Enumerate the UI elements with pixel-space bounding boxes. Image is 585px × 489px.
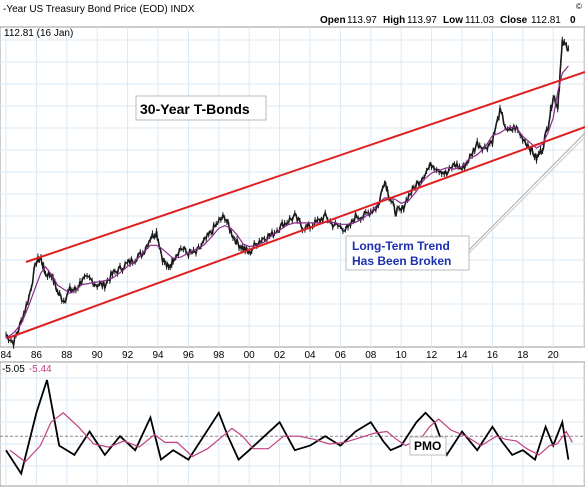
x-tick-label: 94 bbox=[152, 350, 164, 361]
pmo-series bbox=[5, 379, 573, 476]
x-tick-label: 84 bbox=[0, 350, 12, 361]
x-tick-label: 12 bbox=[426, 350, 438, 361]
high-value: 113.97 bbox=[407, 15, 437, 26]
lower-trend-line bbox=[7, 126, 585, 339]
callout-line-1: Long-Term Trend bbox=[352, 239, 450, 253]
x-tick-label: 92 bbox=[122, 350, 134, 361]
callout-line-2: Has Been Broken bbox=[352, 254, 451, 268]
header-trailing: 0 bbox=[570, 15, 576, 26]
callout-leader-line bbox=[468, 132, 585, 251]
pmo-legend: -5.05 -5.44 bbox=[2, 364, 52, 375]
copyright-mark: © bbox=[576, 2, 582, 11]
price-panel-frame bbox=[0, 26, 585, 348]
callout-box: Long-Term Trend Has Been Broken bbox=[345, 132, 585, 271]
high-label: High bbox=[383, 15, 405, 26]
pmo-line bbox=[5, 379, 570, 476]
x-tick-label: 04 bbox=[304, 350, 316, 361]
x-tick-label: 90 bbox=[92, 350, 104, 361]
callout-leader-shadow bbox=[468, 136, 585, 254]
open-label: Open bbox=[320, 15, 346, 26]
price-series bbox=[5, 36, 570, 349]
chart-source-title: -Year US Treasury Bond Price (EOD) INDX bbox=[3, 4, 195, 15]
callout-bg bbox=[345, 235, 470, 271]
open-value: 113.97 bbox=[347, 15, 377, 26]
pmo-grid bbox=[0, 362, 585, 486]
chart-header: -Year US Treasury Bond Price (EOD) INDX … bbox=[3, 2, 582, 26]
price-panel: 112.81 (16 Jan) 30-Year T-Bonds Long-Ter… bbox=[0, 26, 585, 349]
x-tick-label: 00 bbox=[244, 350, 256, 361]
chart-title-annotation: 30-Year T-Bonds bbox=[140, 101, 250, 117]
x-tick-label: 06 bbox=[335, 350, 347, 361]
x-tick-label: 14 bbox=[456, 350, 468, 361]
upper-trend-line bbox=[25, 71, 585, 263]
x-tick-label: 98 bbox=[213, 350, 225, 361]
x-tick-label: 16 bbox=[487, 350, 499, 361]
x-tick-label: 02 bbox=[274, 350, 286, 361]
x-tick-label: 10 bbox=[396, 350, 408, 361]
pmo-label-bg bbox=[409, 436, 447, 456]
x-axis-labels: 84 86 88 90 92 94 96 98 00 02 04 06 08 10 12 14 16 18 20 bbox=[0, 350, 559, 361]
low-value: 111.03 bbox=[465, 15, 495, 26]
close-value: 112.81 bbox=[531, 15, 561, 26]
price-legend: 112.81 (16 Jan) bbox=[4, 28, 73, 39]
pmo-panel: -5.05 -5.44 PMO bbox=[0, 361, 585, 487]
price-grid bbox=[0, 27, 585, 347]
pmo-panel-frame bbox=[0, 361, 585, 487]
pmo-legend-a: -5.05 bbox=[2, 364, 25, 375]
title-annotation-bg bbox=[135, 95, 267, 121]
pmo-signal-line bbox=[9, 412, 573, 463]
x-tick-label: 08 bbox=[365, 350, 377, 361]
moving-average-line bbox=[5, 65, 569, 339]
x-tick-label: 86 bbox=[31, 350, 43, 361]
x-tick-label: 96 bbox=[183, 350, 195, 361]
x-tick-label: 18 bbox=[517, 350, 529, 361]
pmo-label: PMO bbox=[414, 439, 441, 453]
title-annotation-box: 30-Year T-Bonds bbox=[135, 95, 267, 121]
close-label: Close bbox=[500, 15, 528, 26]
pmo-legend-b: -5.44 bbox=[29, 364, 52, 375]
x-tick-label: 20 bbox=[548, 350, 560, 361]
low-label: Low bbox=[443, 15, 463, 26]
x-tick-label: 88 bbox=[61, 350, 73, 361]
